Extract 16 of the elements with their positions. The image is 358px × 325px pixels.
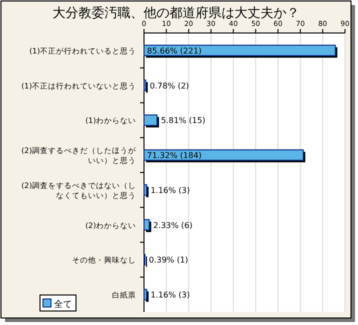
bar xyxy=(144,184,148,196)
text: 85.66% (221) xyxy=(147,46,202,56)
text: 1.16% (3) xyxy=(150,290,190,300)
bar xyxy=(144,44,336,56)
bar xyxy=(144,114,158,126)
text: 0.39% (1) xyxy=(148,256,188,265)
text: 5.81% (15) xyxy=(160,116,206,126)
bar xyxy=(144,288,148,300)
legend-label: 全て xyxy=(54,299,72,310)
text: 1.16% (3) xyxy=(150,186,190,195)
bar xyxy=(144,149,304,161)
text: 2.33% (6) xyxy=(153,220,192,230)
text: 71.32% (184) xyxy=(147,151,202,160)
text: 0.78% (2) xyxy=(150,81,190,90)
chart-title: 大分教委汚職、他の都道府県は大丈夫か？ xyxy=(52,5,300,21)
bar xyxy=(144,219,150,231)
